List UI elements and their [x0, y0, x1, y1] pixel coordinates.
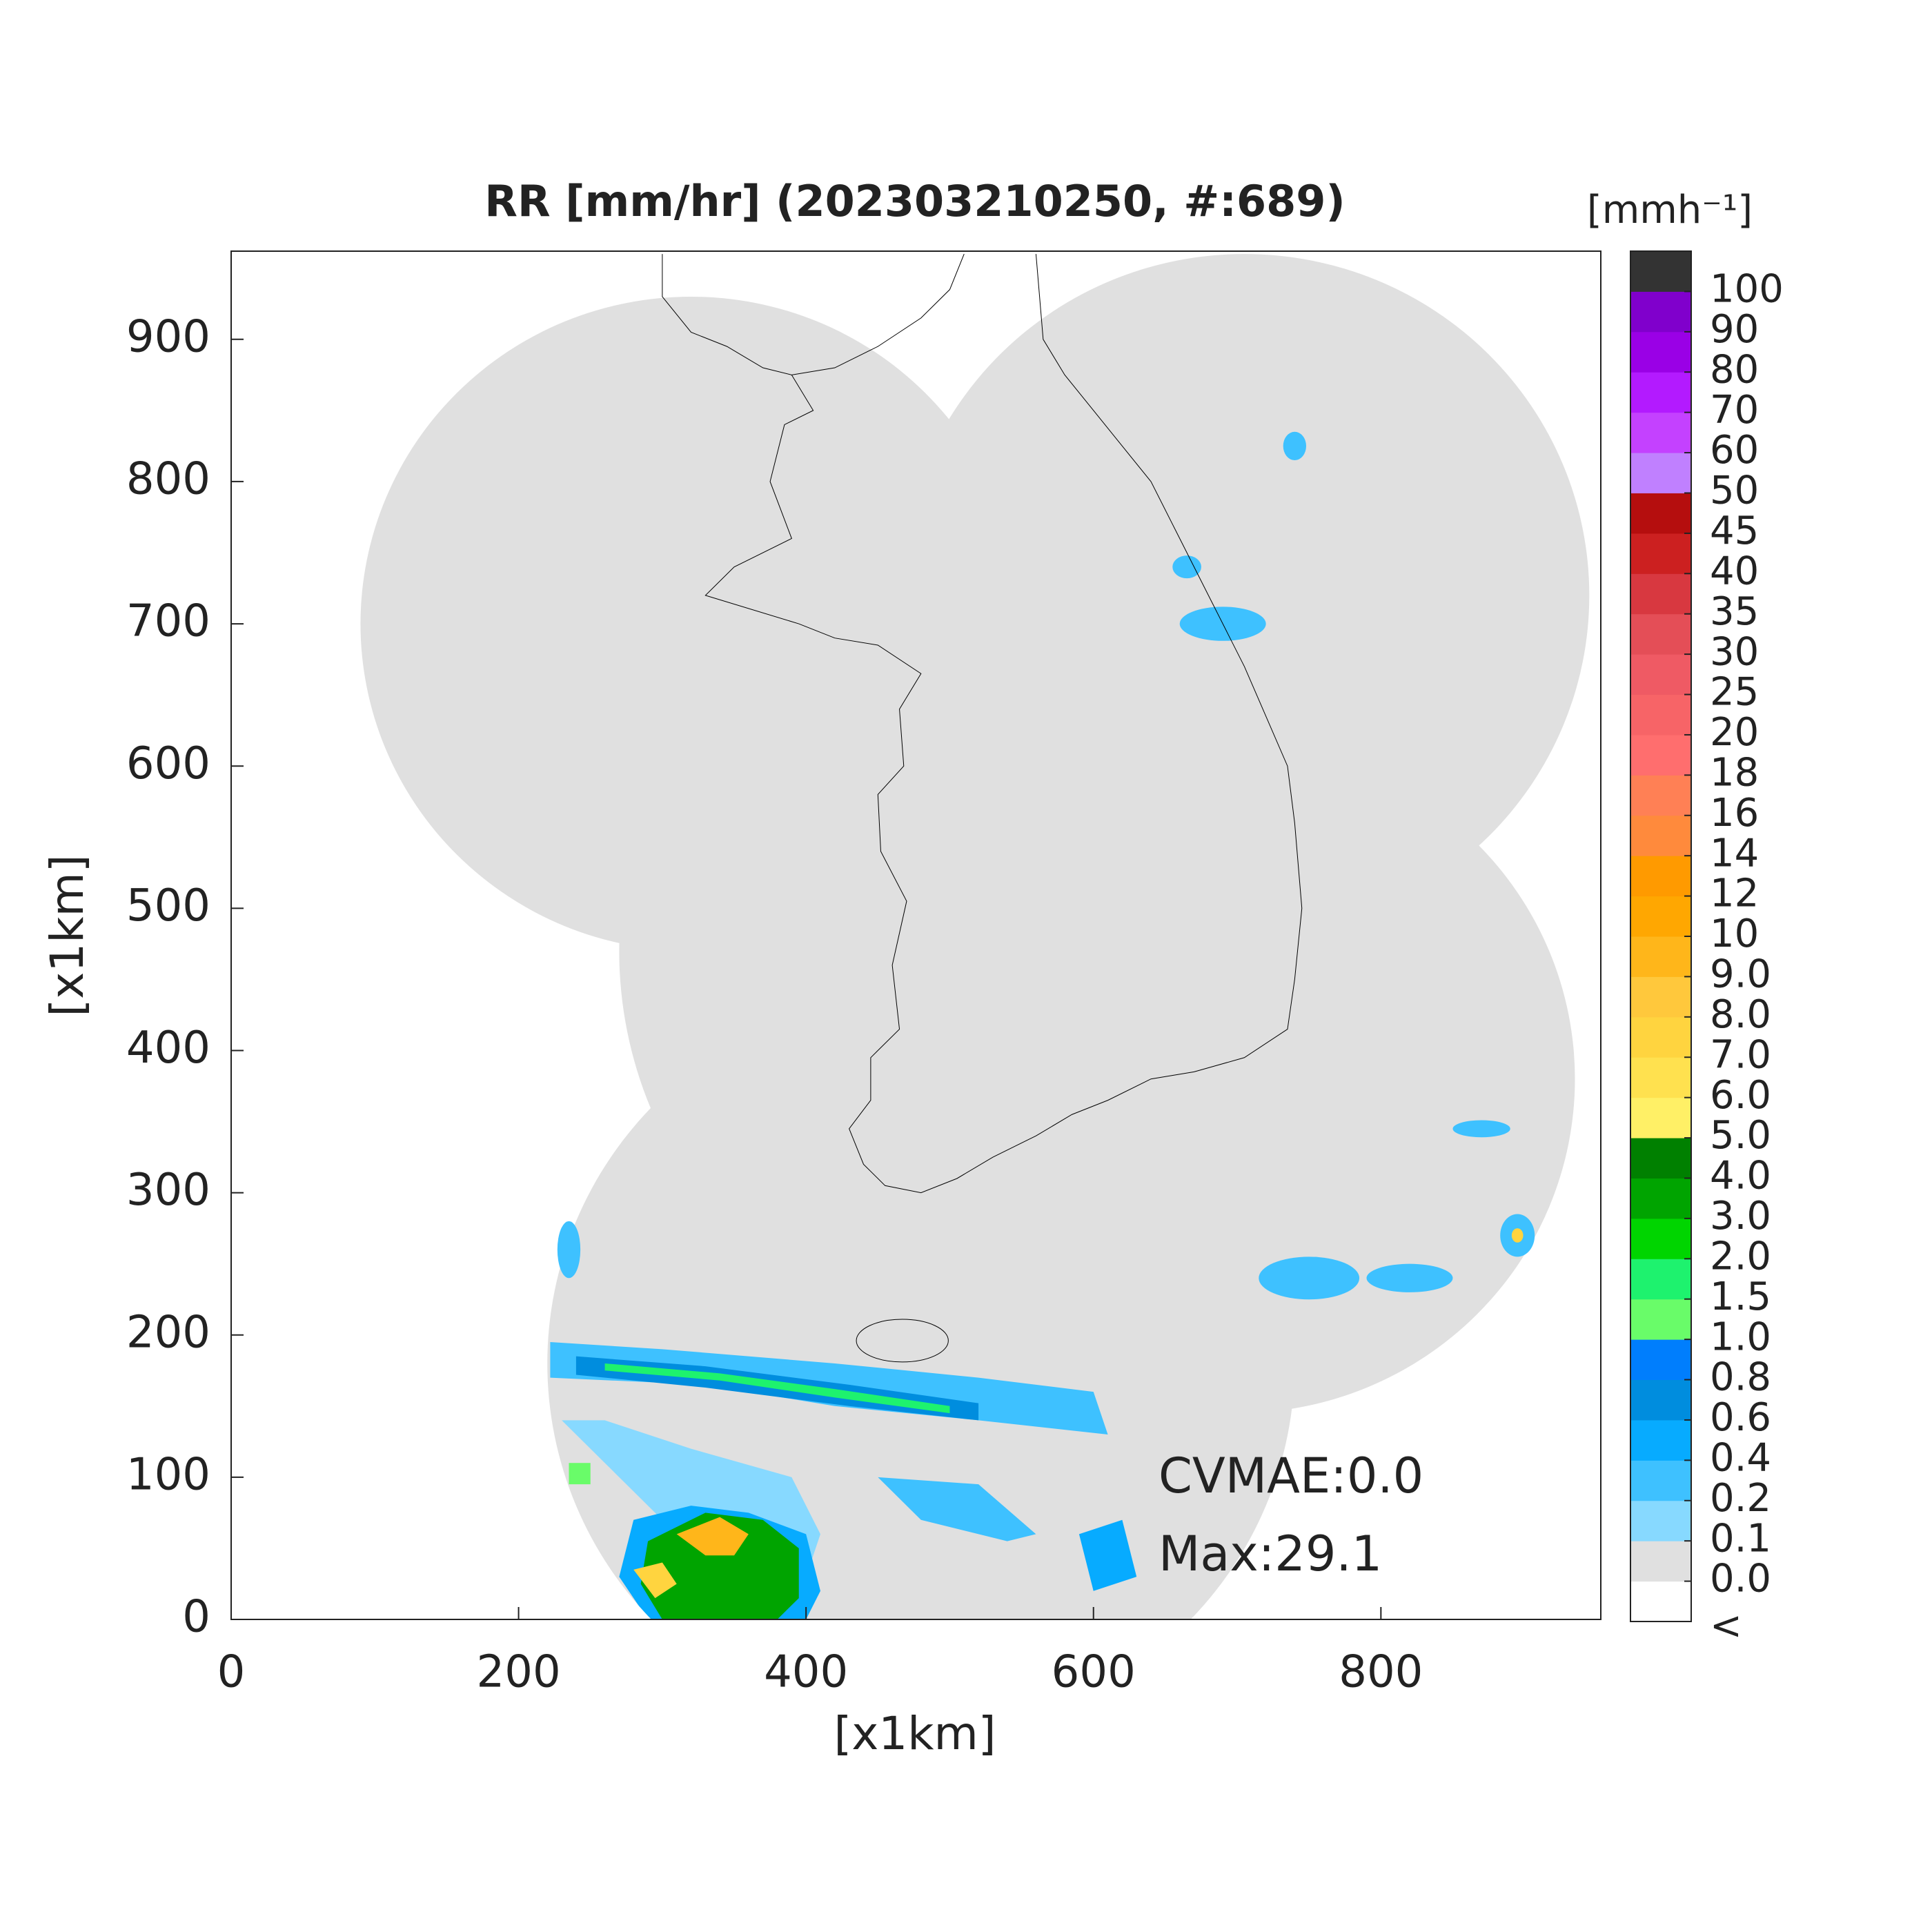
y-tick-label: 700 [126, 596, 210, 647]
colorbar-tick-label: 90 [1710, 307, 1759, 352]
x-tick-label: 800 [1339, 1647, 1423, 1698]
colorbar-segment [1630, 1500, 1691, 1541]
colorbar-tick-label: 0.6 [1710, 1395, 1771, 1440]
colorbar-segment [1630, 654, 1691, 696]
colorbar-segment [1630, 1299, 1691, 1340]
colorbar-tick-label: 0.1 [1710, 1516, 1771, 1561]
coastline [662, 254, 1302, 1362]
colorbar-tick-label: 2.0 [1710, 1234, 1771, 1279]
colorbar-tick-label: < [1710, 1604, 1742, 1648]
colorbar-tick-label: 10 [1710, 911, 1759, 956]
colorbar-segment [1630, 1178, 1691, 1219]
colorbar-tick-label: 70 [1710, 388, 1759, 433]
colorbar-tick-label: 100 [1710, 267, 1784, 312]
y-tick-label: 400 [126, 1023, 210, 1074]
colorbar-tick-label: 6.0 [1710, 1073, 1771, 1118]
y-tick-label: 600 [126, 738, 210, 789]
colorbar-tick-label: 30 [1710, 629, 1759, 674]
colorbar-segment [1630, 1339, 1691, 1381]
y-tick-label: 0 [182, 1592, 210, 1643]
colorbar-segment [1630, 331, 1691, 373]
colorbar-segment [1630, 613, 1691, 655]
colorbar-segment [1630, 1097, 1691, 1138]
rain-cell [1511, 1228, 1524, 1243]
colorbar-label: [mmh⁻¹] [1587, 188, 1753, 233]
colorbar-tick-label: 0.0 [1710, 1557, 1771, 1601]
colorbar-tick-label: 25 [1710, 670, 1759, 715]
x-tick-label: 200 [477, 1647, 561, 1698]
colorbar-segment [1630, 694, 1691, 736]
colorbar-tick-label: 4.0 [1710, 1154, 1771, 1199]
colorbar-tick-label: 80 [1710, 347, 1759, 392]
colorbar-segment [1630, 896, 1691, 937]
annotation: Max:29.1 [1159, 1526, 1382, 1582]
colorbar-segment [1630, 573, 1691, 615]
colorbar-segment [1630, 734, 1691, 776]
y-tick-label: 500 [126, 880, 210, 931]
colorbar-tick-label: 45 [1710, 509, 1759, 553]
colorbar-segment [1630, 1138, 1691, 1179]
plot-frame [230, 250, 1601, 1620]
y-tick-label: 300 [126, 1165, 210, 1216]
colorbar-tick-label: 40 [1710, 549, 1759, 593]
colorbar-tick-label: 0.4 [1710, 1435, 1771, 1480]
colorbar-tick-label: 35 [1710, 589, 1759, 634]
colorbar-tick-label: 0.2 [1710, 1476, 1771, 1521]
annotation: CVMAE:0.0 [1159, 1448, 1423, 1504]
colorbar-segment [1630, 1460, 1691, 1501]
colorbar-segment [1630, 372, 1691, 413]
colorbar-tick-label: 0.8 [1710, 1355, 1771, 1400]
map-layer [360, 254, 1590, 1619]
colorbar-segment [1630, 1218, 1691, 1259]
colorbar-tick-label: 5.0 [1710, 1113, 1771, 1158]
colorbar-tick-label: 1.0 [1710, 1314, 1771, 1359]
colorbar-segment [1630, 1016, 1691, 1058]
x-axis-label: [x1km] [834, 1707, 996, 1760]
colorbar-segment [1630, 251, 1691, 292]
colorbar-segment [1630, 815, 1691, 856]
colorbar-segment [1630, 1057, 1691, 1098]
colorbar-tick-label: 18 [1710, 750, 1759, 795]
colorbar-tick-label: 12 [1710, 871, 1759, 916]
colorbar-segment [1630, 936, 1691, 977]
x-tick-label: 600 [1052, 1647, 1136, 1698]
colorbar-tick-label: 1.5 [1710, 1274, 1771, 1319]
y-tick-label: 200 [126, 1307, 210, 1358]
colorbar-tick-label: 60 [1710, 428, 1759, 473]
y-axis-label: [x1km] [41, 854, 94, 1016]
colorbar-segment [1630, 533, 1691, 574]
x-tick-label: 400 [764, 1647, 848, 1698]
y-tick-label: 900 [126, 311, 210, 362]
colorbar-tick-label: 9.0 [1710, 952, 1771, 997]
colorbar-segment [1630, 291, 1691, 333]
colorbar-segment [1630, 976, 1691, 1018]
colorbar-segment [1630, 1379, 1691, 1421]
y-tick-label: 100 [126, 1449, 210, 1500]
colorbar-tick-label: 14 [1710, 831, 1759, 876]
colorbar-segment [1630, 412, 1691, 453]
colorbar-tick-label: 16 [1710, 791, 1759, 836]
rain-field [550, 1342, 1137, 1619]
colorbar-segment [1630, 856, 1691, 897]
x-tick-label: 0 [217, 1647, 246, 1698]
colorbar-tick-label: 50 [1710, 469, 1759, 513]
colorbar-segment [1630, 1419, 1691, 1461]
colorbar-tick-label: 7.0 [1710, 1032, 1771, 1077]
colorbar-segment [1630, 453, 1691, 493]
colorbar-segment [1630, 1581, 1691, 1622]
colorbar-segment [1630, 775, 1691, 816]
colorbar-tick-label: 3.0 [1710, 1194, 1771, 1239]
colorbar-segment [1630, 1259, 1691, 1300]
colorbar-segment [1630, 1541, 1691, 1582]
map-area [360, 254, 1590, 1619]
colorbar-tick-label: 8.0 [1710, 992, 1771, 1037]
chart-title: RR [mm/hr] (202303210250, #:689) [484, 176, 1346, 226]
colorbar-segment [1630, 493, 1691, 534]
y-tick-label: 800 [126, 454, 210, 505]
colorbar-tick-label: 20 [1710, 710, 1759, 755]
